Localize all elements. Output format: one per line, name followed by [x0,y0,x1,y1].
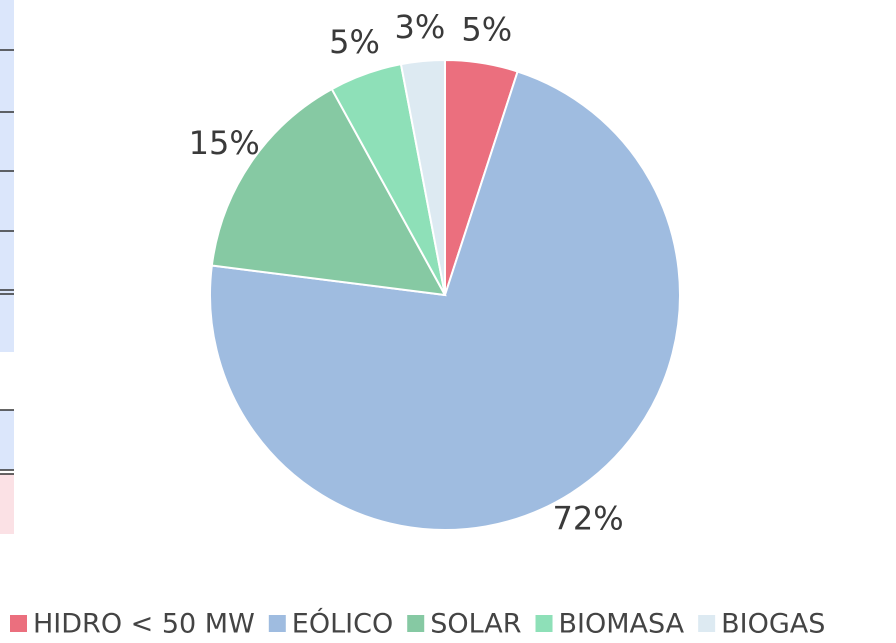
legend-label: EÓLICO [292,608,393,640]
slice-label: 3% [394,8,445,46]
slice-label: 5% [329,23,380,61]
legend-label: BIOGAS [721,609,825,640]
legend-swatch [698,615,716,632]
legend-swatch [10,615,27,632]
background-panel [0,0,14,534]
legend-label: SOLAR [430,609,521,640]
pie-slice [210,87,447,297]
pie-slice [399,58,446,296]
slice-label: 15% [189,124,260,162]
legend-swatch [407,615,425,632]
legend-label: BIOMASA [559,609,685,640]
slice-label: 5% [461,10,512,48]
pie-slice [209,70,681,531]
legend-swatch [535,615,553,632]
legend-label: HIDRO < 50 MW [33,609,255,640]
slice-label: 72% [553,499,624,537]
legend-swatch [268,615,286,632]
